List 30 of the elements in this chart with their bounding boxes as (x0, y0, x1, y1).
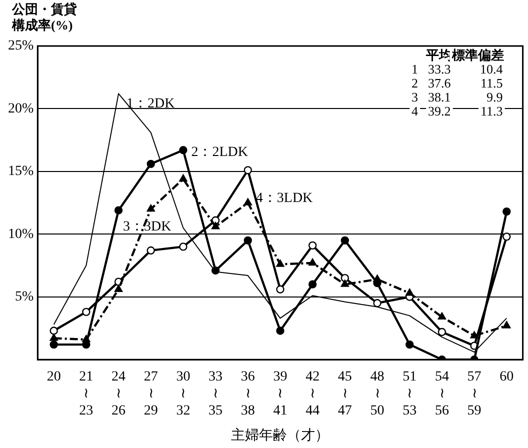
y-tick-label: 5% (14, 290, 34, 305)
text: 2 37.6 11.5 (412, 75, 503, 90)
y-tick-label: 15% (8, 164, 34, 180)
x-tick-label: 33 ≀ 35 (208, 370, 223, 418)
x-tick-label: 54 ≀ 56 (434, 370, 449, 418)
x-tick-label: 20 (46, 370, 61, 385)
x-axis-title: 主婦年齢（才） (231, 428, 330, 444)
x-tick-label: 27 ≀ 29 (144, 370, 158, 418)
y-tick-label: 10% (8, 226, 34, 242)
x-tick-label: 48 ≀ 50 (370, 370, 384, 418)
text: 3 38.1 9.9 (412, 89, 503, 104)
x-tick-label: 30 ≀ 32 (176, 370, 190, 418)
y-axis-title: 公団・賃貸構成率(%) (11, 1, 77, 32)
x-tick-label: 39 ≀ 41 (273, 370, 288, 418)
y-tick-label: 20% (8, 101, 34, 116)
x-tick-label: 42 ≀ 44 (306, 370, 320, 418)
x-tick-label: 57 ≀ 59 (467, 370, 482, 418)
x-tick-label: 45 ≀ 47 (338, 370, 352, 418)
x-tick-label: 36 ≀ 38 (240, 370, 255, 418)
y-tick-label: 25% (8, 38, 34, 54)
series-label: 1：2DK (126, 96, 175, 112)
x-tick-label: 60 (500, 370, 514, 385)
x-tick-label: 21 ≀ 23 (79, 370, 94, 418)
series-label: 4：3LDK (256, 190, 313, 206)
series-label: 3：3DK (122, 220, 172, 235)
text: 4 39.2 11.3 (412, 103, 503, 118)
x-tick-label: 24 ≀ 26 (112, 370, 126, 418)
text: 1 33.3 10.4 (412, 61, 503, 76)
x-tick-label: 51 ≀ 53 (402, 370, 417, 418)
series-label: 2：2LDK (191, 144, 248, 160)
